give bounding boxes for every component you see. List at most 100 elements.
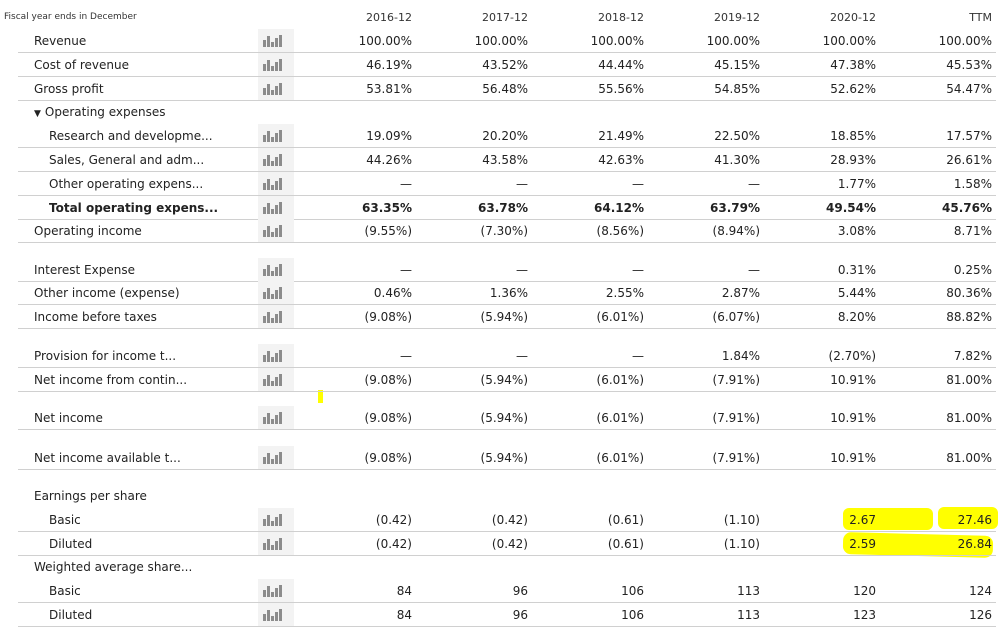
chart-button[interactable] bbox=[258, 305, 294, 328]
value-cell: (5.94%) bbox=[480, 373, 528, 387]
column-header[interactable]: 2016-12 bbox=[366, 11, 412, 24]
value-cell: 64.12% bbox=[594, 201, 644, 215]
value-cell: 81.00% bbox=[946, 373, 992, 387]
row-label-text: Cost of revenue bbox=[34, 58, 130, 72]
value-cell: (7.91%) bbox=[712, 411, 760, 425]
value-cell: 5.44% bbox=[837, 286, 876, 300]
chart-button[interactable] bbox=[258, 406, 294, 429]
value-cell: 18.85% bbox=[830, 129, 876, 143]
table-row: Cost of revenue 46.19% 43.52% 44.44% 45.15% 4… bbox=[18, 53, 996, 77]
value-cell: 10.91% bbox=[830, 373, 876, 387]
value-cell: (0.42) bbox=[491, 513, 528, 527]
row-label-text: Research and developme... bbox=[49, 129, 213, 143]
value-cell: 2.67 bbox=[849, 513, 876, 527]
value-cell: (9.08%) bbox=[364, 451, 412, 465]
chart-button[interactable] bbox=[258, 29, 294, 52]
value-cell: 56.48% bbox=[482, 82, 528, 96]
bar-chart-icon bbox=[263, 202, 285, 214]
value-cell: 1.36% bbox=[489, 286, 528, 300]
row-label: Other income (expense) bbox=[34, 286, 180, 300]
table-row: Income before taxes (9.08%) (5.94%) (6.01%)… bbox=[18, 305, 996, 329]
chart-button[interactable] bbox=[258, 368, 294, 391]
table-row: Weighted average share... bbox=[18, 555, 996, 578]
bar-chart-icon bbox=[263, 130, 285, 142]
chart-button[interactable] bbox=[258, 281, 294, 304]
table-row: Net income (9.08%) (5.94%) (6.01%) (7.91%) 10… bbox=[18, 406, 996, 430]
table-row: Interest Expense — — — — 0.31% 0.25% bbox=[18, 258, 996, 282]
column-header[interactable]: 2019-12 bbox=[714, 11, 760, 24]
row-label: Net income available t... bbox=[34, 451, 181, 465]
value-cell: 106 bbox=[621, 584, 644, 598]
column-header[interactable]: TTM bbox=[969, 11, 992, 24]
row-label-text: Earnings per share bbox=[34, 489, 147, 503]
value-cell: 113 bbox=[737, 584, 760, 598]
chart-button[interactable] bbox=[258, 603, 294, 626]
value-cell: 81.00% bbox=[946, 411, 992, 425]
chart-button[interactable] bbox=[258, 196, 294, 219]
row-label-text: Net income available t... bbox=[34, 451, 181, 465]
value-cell: 52.62% bbox=[830, 82, 876, 96]
value-cell: — bbox=[632, 349, 644, 363]
value-cell: 3.08% bbox=[837, 224, 876, 238]
table-row: Other income (expense) 0.46% 1.36% 2.55% 2.8… bbox=[18, 281, 996, 305]
value-cell: — bbox=[516, 263, 528, 277]
value-cell: 54.85% bbox=[714, 82, 760, 96]
value-cell: 43.58% bbox=[482, 153, 528, 167]
table-row: Diluted 84 96 106 113 123 126 bbox=[18, 603, 996, 627]
chart-button[interactable] bbox=[258, 532, 294, 555]
chart-button[interactable] bbox=[258, 124, 294, 147]
value-cell: — bbox=[400, 177, 412, 191]
chart-button[interactable] bbox=[258, 258, 294, 281]
chart-button[interactable] bbox=[258, 53, 294, 76]
row-label-text: Other operating expens... bbox=[49, 177, 204, 191]
value-cell: 123 bbox=[853, 608, 876, 622]
value-cell: 81.00% bbox=[946, 451, 992, 465]
value-cell: (6.01%) bbox=[596, 373, 644, 387]
bar-chart-icon bbox=[263, 538, 285, 550]
value-cell: 21.49% bbox=[598, 129, 644, 143]
chart-button[interactable] bbox=[258, 77, 294, 100]
row-label-text: Total operating expens... bbox=[49, 201, 219, 215]
bar-chart-icon bbox=[263, 264, 285, 276]
bar-chart-icon bbox=[263, 225, 285, 237]
chart-button[interactable] bbox=[258, 172, 294, 195]
chart-button[interactable] bbox=[258, 508, 294, 531]
row-label: Diluted bbox=[49, 537, 92, 551]
column-header[interactable]: 2018-12 bbox=[598, 11, 644, 24]
row-label: Earnings per share bbox=[34, 489, 147, 503]
table-row: Operating income (9.55%) (7.30%) (8.56%) (8.… bbox=[18, 219, 996, 243]
value-cell: (6.07%) bbox=[712, 310, 760, 324]
row-label-text: Sales, General and adm... bbox=[49, 153, 205, 167]
row-label-text: Income before taxes bbox=[34, 310, 157, 324]
value-cell: — bbox=[632, 263, 644, 277]
value-cell: 45.15% bbox=[714, 58, 760, 72]
row-label-text: Provision for income t... bbox=[34, 349, 177, 363]
caret-down-icon[interactable]: ▼ bbox=[34, 109, 41, 119]
table-row: Gross profit 53.81% 56.48% 55.56% 54.85% 52.6… bbox=[18, 77, 996, 101]
row-label[interactable]: ▼ Operating expenses bbox=[34, 105, 166, 119]
table-row: Provision for income t... — — — 1.84% (2.70%)… bbox=[18, 344, 996, 368]
row-label: Revenue bbox=[34, 34, 86, 48]
table-row: Net income available t... (9.08%) (5.94%) (… bbox=[18, 446, 996, 470]
value-cell: (5.94%) bbox=[480, 411, 528, 425]
value-cell: (1.10) bbox=[723, 513, 760, 527]
value-cell: 1.58% bbox=[953, 177, 992, 191]
chart-button[interactable] bbox=[258, 579, 294, 602]
chart-button[interactable] bbox=[258, 219, 294, 242]
chart-button[interactable] bbox=[258, 148, 294, 171]
column-header[interactable]: 2020-12 bbox=[830, 11, 876, 24]
value-cell: — bbox=[400, 263, 412, 277]
column-header[interactable]: 2017-12 bbox=[482, 11, 528, 24]
value-cell: 120 bbox=[853, 584, 876, 598]
row-label: Sales, General and adm... bbox=[49, 153, 204, 167]
row-label-text: Revenue bbox=[34, 34, 87, 48]
row-label-text: Interest Expense bbox=[34, 263, 135, 277]
bar-chart-icon bbox=[263, 350, 285, 362]
value-cell: 28.93% bbox=[830, 153, 876, 167]
chart-button[interactable] bbox=[258, 344, 294, 367]
chart-button[interactable] bbox=[258, 446, 294, 469]
row-label-text: Diluted bbox=[49, 537, 93, 551]
bar-chart-icon bbox=[263, 514, 285, 526]
value-cell: 1.77% bbox=[837, 177, 876, 191]
row-label: Net income bbox=[34, 411, 103, 425]
